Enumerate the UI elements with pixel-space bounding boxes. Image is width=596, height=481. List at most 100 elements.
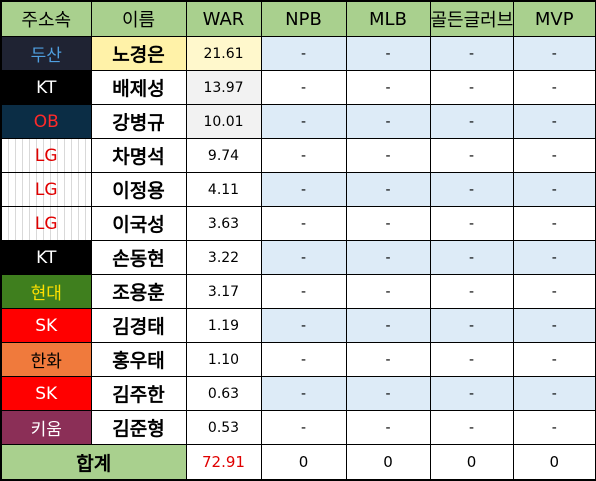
mlb-value: - [345, 410, 431, 445]
table-row: SK 김경태 1.19- - - - [0, 308, 596, 343]
table-row: 한화 홍우태 1.10- - - - [0, 342, 596, 377]
mvp-value: - [512, 36, 596, 71]
npb-value: - [260, 36, 347, 71]
mlb-value: - [345, 172, 431, 207]
mvp-value: - [512, 240, 596, 275]
player-name: 강병규 [90, 104, 187, 139]
mlb-value: - [345, 104, 431, 139]
war-value: 0.63 [185, 376, 262, 411]
golden-glove-value: - [429, 172, 514, 207]
player-name: 노경은 [90, 36, 187, 71]
war-value: 3.22 [185, 240, 262, 275]
player-name: 김준형 [90, 410, 187, 445]
mvp-value: - [512, 342, 596, 377]
golden-glove-value: - [429, 240, 514, 275]
table-row: KT 손동현 3.22- - - - [0, 240, 596, 275]
war-value: 3.63 [185, 206, 262, 241]
player-name: 조용훈 [90, 274, 187, 309]
mlb-value: - [345, 342, 431, 377]
war-value: 0.53 [185, 410, 262, 445]
mvp-value: - [512, 70, 596, 105]
golden-glove-value: - [429, 376, 514, 411]
total-mvp: 0 [512, 444, 596, 481]
npb-value: - [260, 274, 347, 309]
total-golden-glove: 0 [429, 444, 514, 481]
mlb-value: - [345, 206, 431, 241]
mvp-value: - [512, 274, 596, 309]
npb-value: - [260, 206, 347, 241]
npb-value: - [260, 172, 347, 207]
golden-glove-value: - [429, 104, 514, 139]
npb-value: - [260, 376, 347, 411]
player-name: 차명석 [90, 138, 187, 173]
mvp-value: - [512, 206, 596, 241]
team-cell: 두산 [0, 36, 92, 71]
mvp-value: - [512, 138, 596, 173]
war-value: 10.01 [185, 104, 262, 139]
golden-glove-value: - [429, 36, 514, 71]
golden-glove-value: - [429, 274, 514, 309]
npb-value: - [260, 410, 347, 445]
team-cell: 현대 [0, 274, 92, 309]
table-row: SK 김주한 0.63- - - - [0, 376, 596, 411]
mlb-value: - [345, 240, 431, 275]
header-team: 주소속 [0, 0, 92, 37]
golden-glove-value: - [429, 410, 514, 445]
golden-glove-value: - [429, 138, 514, 173]
table-row: LG 이정용 4.11- - - - [0, 172, 596, 207]
total-row: 합계 72.91 0 0 0 0 [0, 444, 596, 481]
header-mvp: MVP [512, 0, 596, 37]
table-row: 두산 노경은 21.61- - - - [0, 36, 596, 71]
war-value: 13.97 [185, 70, 262, 105]
mvp-value: - [512, 172, 596, 207]
player-name: 홍우태 [90, 342, 187, 377]
header-row: 주소속 이름 WAR NPB MLB 골든글러브 MVP [0, 0, 596, 37]
npb-value: - [260, 308, 347, 343]
npb-value: - [260, 138, 347, 173]
header-mlb: MLB [345, 0, 431, 37]
player-name: 배제성 [90, 70, 187, 105]
team-cell: SK [0, 376, 92, 411]
player-name: 김주한 [90, 376, 187, 411]
player-name: 이정용 [90, 172, 187, 207]
total-npb: 0 [260, 444, 347, 481]
team-cell: 한화 [0, 342, 92, 377]
total-war: 72.91 [185, 444, 262, 481]
golden-glove-value: - [429, 308, 514, 343]
mvp-value: - [512, 410, 596, 445]
mlb-value: - [345, 376, 431, 411]
war-value: 9.74 [185, 138, 262, 173]
total-label: 합계 [0, 444, 187, 481]
team-cell: KT [0, 70, 92, 105]
table-row: 현대 조용훈 3.17- - - - [0, 274, 596, 309]
war-value: 1.19 [185, 308, 262, 343]
npb-value: - [260, 70, 347, 105]
team-cell: LG [0, 206, 92, 241]
golden-glove-value: - [429, 70, 514, 105]
table-row: KT 배제성 13.97- - - - [0, 70, 596, 105]
header-war: WAR [185, 0, 262, 37]
war-value: 4.11 [185, 172, 262, 207]
team-cell: LG [0, 138, 92, 173]
team-cell: 키움 [0, 410, 92, 445]
player-name: 이국성 [90, 206, 187, 241]
header-name: 이름 [90, 0, 187, 37]
header-npb: NPB [260, 0, 347, 37]
war-value: 1.10 [185, 342, 262, 377]
table-row: 키움 김준형 0.53- - - - [0, 410, 596, 445]
total-mlb: 0 [345, 444, 431, 481]
mvp-value: - [512, 308, 596, 343]
player-name: 손동현 [90, 240, 187, 275]
war-value: 21.61 [185, 36, 262, 71]
npb-value: - [260, 240, 347, 275]
header-golden-glove: 골든글러브 [429, 0, 514, 37]
war-value: 3.17 [185, 274, 262, 309]
team-cell: SK [0, 308, 92, 343]
mlb-value: - [345, 308, 431, 343]
mvp-value: - [512, 376, 596, 411]
table-row: LG 차명석 9.74- - - - [0, 138, 596, 173]
golden-glove-value: - [429, 342, 514, 377]
npb-value: - [260, 342, 347, 377]
npb-value: - [260, 104, 347, 139]
